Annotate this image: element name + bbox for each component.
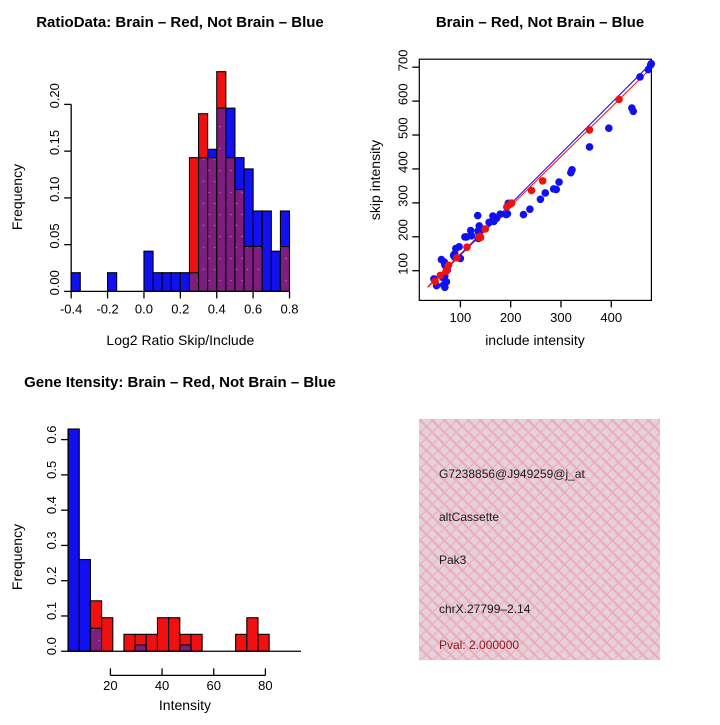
svg-text:100: 100 (395, 253, 410, 275)
svg-text:0.3: 0.3 (44, 531, 59, 549)
svg-text:Frequency: Frequency (9, 164, 25, 230)
svg-text:0.2: 0.2 (44, 567, 59, 585)
svg-text:Pak3: Pak3 (439, 553, 467, 567)
svg-text:300: 300 (550, 310, 572, 325)
svg-text:80: 80 (258, 678, 272, 693)
svg-text:0.6: 0.6 (244, 301, 262, 316)
svg-text:G7238856@J949259@j_at: G7238856@J949259@j_at (439, 467, 585, 481)
svg-text:Intensity: Intensity (159, 697, 211, 713)
svg-text:-0.4: -0.4 (60, 301, 82, 316)
svg-text:0.2: 0.2 (171, 301, 189, 316)
svg-text:20: 20 (103, 678, 117, 693)
svg-text:700: 700 (395, 49, 410, 71)
svg-text:altCassette: altCassette (439, 510, 499, 524)
svg-text:300: 300 (395, 185, 410, 207)
svg-text:0.15: 0.15 (47, 130, 62, 155)
svg-text:0.10: 0.10 (47, 177, 62, 202)
svg-text:0.4: 0.4 (208, 301, 226, 316)
svg-text:600: 600 (395, 83, 410, 105)
svg-text:500: 500 (395, 117, 410, 139)
svg-text:0.0: 0.0 (135, 301, 153, 316)
svg-text:400: 400 (600, 310, 622, 325)
svg-text:0.6: 0.6 (44, 426, 59, 444)
svg-text:skip intensity: skip intensity (367, 140, 383, 220)
svg-text:400: 400 (395, 151, 410, 173)
svg-text:0.20: 0.20 (47, 83, 62, 108)
svg-text:-0.2: -0.2 (96, 301, 118, 316)
svg-text:40: 40 (155, 678, 169, 693)
svg-text:200: 200 (395, 219, 410, 241)
svg-text:0.8: 0.8 (280, 301, 298, 316)
svg-text:0.5: 0.5 (44, 461, 59, 479)
svg-text:0.4: 0.4 (44, 496, 59, 514)
svg-text:60: 60 (206, 678, 220, 693)
svg-text:100: 100 (450, 310, 472, 325)
svg-text:Log2 Ratio Skip/Include: Log2 Ratio Skip/Include (106, 332, 254, 348)
svg-text:0.1: 0.1 (44, 602, 59, 620)
svg-text:0.00: 0.00 (47, 270, 62, 295)
svg-text:200: 200 (500, 310, 522, 325)
svg-text:Pval: 2.000000: Pval: 2.000000 (439, 638, 519, 652)
svg-text:0.0: 0.0 (44, 637, 59, 655)
svg-text:0.05: 0.05 (47, 223, 62, 248)
svg-text:chrX.27799–2.14: chrX.27799–2.14 (439, 602, 531, 616)
svg-text:Frequency: Frequency (9, 524, 25, 590)
svg-text:include intensity: include intensity (485, 332, 585, 348)
